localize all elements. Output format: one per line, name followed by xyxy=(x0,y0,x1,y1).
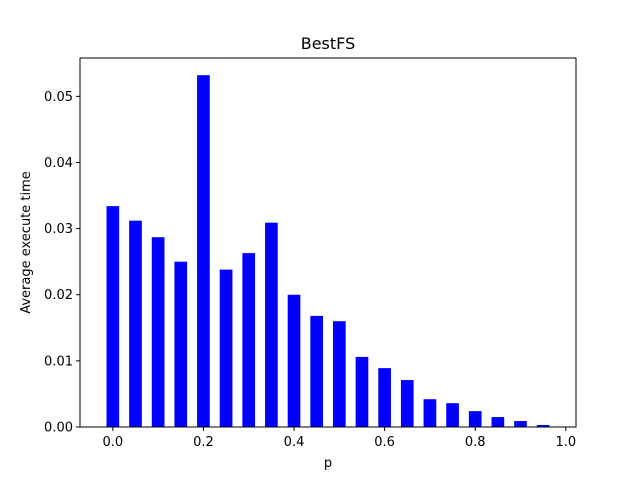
bar xyxy=(468,411,482,427)
y-tick-label: 0.01 xyxy=(44,354,73,369)
bar xyxy=(491,417,505,427)
chart-title: BestFS xyxy=(301,34,356,53)
bars-group xyxy=(106,75,550,428)
y-tick-label: 0.03 xyxy=(44,222,73,237)
x-tick-label: 0.2 xyxy=(193,435,214,450)
x-tick-label: 0.8 xyxy=(465,435,486,450)
bar xyxy=(310,315,324,427)
bar xyxy=(446,403,459,427)
x-tick-label: 1.0 xyxy=(555,435,576,450)
bar xyxy=(536,425,550,427)
bar xyxy=(514,421,527,427)
y-tick-label: 0.02 xyxy=(44,288,73,303)
bar xyxy=(129,220,142,427)
bar xyxy=(265,222,278,427)
bar xyxy=(423,399,437,427)
y-axis-ticks: 0.00 0.01 0.02 0.03 0.04 0.05 xyxy=(44,90,80,436)
bar xyxy=(287,294,301,427)
x-tick-label: 0.0 xyxy=(102,435,123,450)
x-tick-label: 0.4 xyxy=(284,435,305,450)
y-tick-label: 0.05 xyxy=(44,90,73,105)
y-tick-label: 0.00 xyxy=(44,421,73,436)
bar xyxy=(332,321,346,427)
bar xyxy=(219,269,233,427)
bar xyxy=(174,261,188,427)
bar xyxy=(400,380,414,427)
plot-frame xyxy=(79,57,577,428)
x-tick-label: 0.6 xyxy=(374,435,395,450)
y-axis-label: Average execute time xyxy=(19,171,34,314)
bar xyxy=(355,356,369,427)
bar xyxy=(242,253,256,427)
bar xyxy=(197,75,210,428)
bar xyxy=(106,206,120,427)
x-axis-ticks: 0.0 0.2 0.4 0.6 0.8 1.0 xyxy=(102,427,576,450)
y-tick-label: 0.04 xyxy=(44,156,73,171)
x-axis-label: p xyxy=(324,456,332,471)
bar xyxy=(151,237,165,427)
bar xyxy=(378,368,391,427)
